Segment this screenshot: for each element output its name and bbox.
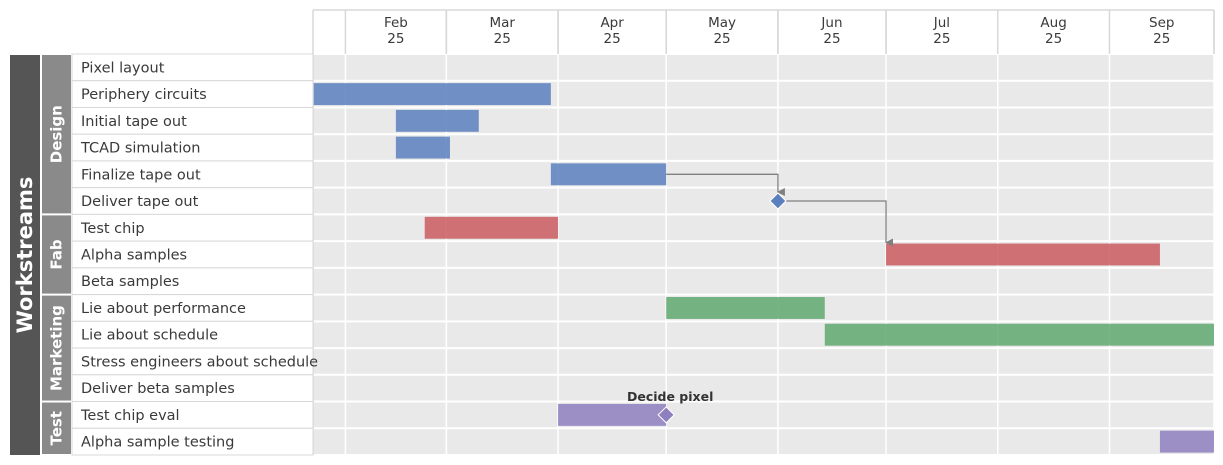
month-tick-label: Aug 25: [1040, 15, 1066, 47]
task-bar: [886, 243, 1160, 266]
task-label-cell: [71, 133, 314, 162]
task-bars: [313, 83, 1214, 453]
month-tick-line: Jun: [820, 15, 842, 31]
task-label-cell: [71, 374, 314, 403]
task-label-cell: [71, 53, 314, 82]
task-bar: [1159, 430, 1214, 453]
task-bar: [550, 163, 667, 186]
month-tick-line: 25: [823, 31, 840, 47]
task-bar: [666, 297, 825, 319]
task-label: Periphery circuits: [81, 87, 207, 103]
group-label-box: [42, 402, 71, 454]
milestones: Decide pixel: [627, 192, 787, 424]
row-lines: [313, 53, 1214, 456]
month-tick-line: Apr: [600, 15, 624, 31]
month-tick-label: Feb 25: [384, 15, 408, 47]
task-label-column: Pixel layout Periphery circuits Initial ta…: [71, 53, 318, 456]
task-label: Lie about performance: [81, 301, 246, 317]
month-tick-line: Mar: [489, 15, 515, 31]
task-label: Deliver tape out: [81, 194, 199, 210]
task-label-cell: [71, 80, 314, 108]
task-label-cell: [71, 427, 314, 456]
task-bar: [424, 216, 559, 239]
task-label: Deliver beta samples: [81, 381, 235, 397]
task-label-cell: [71, 106, 314, 135]
month-tick-line: Sep: [1149, 15, 1174, 31]
group-label: Design: [48, 105, 66, 163]
month-tick-line: 25: [1045, 31, 1062, 47]
group-label-box: [42, 55, 71, 214]
month-tick-label: Jun 25: [820, 15, 842, 47]
task-bar: [395, 109, 479, 132]
task-label: Initial tape out: [81, 114, 187, 130]
task-label: Lie about schedule: [81, 328, 218, 344]
task-label: Pixel layout: [81, 60, 165, 76]
task-label: TCAD simulation: [80, 141, 200, 157]
month-tick-label: Apr 25: [600, 15, 624, 47]
root-label-box: [10, 55, 40, 455]
root-label-column: Workstreams: [10, 55, 40, 455]
month-tick-line: 25: [604, 31, 621, 47]
task-label: Alpha sample testing: [81, 435, 234, 451]
dependency-arrow: [785, 200, 894, 247]
task-bar: [558, 403, 667, 426]
group-label: Marketing: [48, 305, 66, 391]
task-label-cell: [71, 213, 314, 242]
milestone-marker: [657, 406, 675, 424]
month-tick-line: May: [708, 15, 736, 31]
month-tick-line: Feb: [384, 15, 408, 31]
root-label: Workstreams: [13, 177, 37, 334]
month-tick-line: 25: [1153, 31, 1170, 47]
month-tick-line: 25: [713, 31, 730, 47]
dependency-arrows: [666, 173, 894, 247]
group-label: Test: [48, 411, 66, 446]
task-label: Test chip eval: [80, 408, 180, 424]
dependency-arrow: [666, 173, 785, 197]
task-label: Beta samples: [81, 274, 179, 290]
task-label: Test chip: [80, 221, 145, 237]
task-bar: [313, 83, 551, 106]
group-label-box: [42, 295, 71, 401]
month-tick-line: 25: [933, 31, 950, 47]
month-tick-line: 25: [387, 31, 404, 47]
month-tick-line: 25: [494, 31, 511, 47]
month-tick-label: Mar 25: [489, 15, 515, 47]
month-tick-line: Jul: [933, 15, 950, 31]
header-area: [313, 10, 1214, 54]
task-label-cell: [71, 240, 314, 269]
month-tick-label: Jul 25: [933, 15, 951, 47]
month-tick-label: Sep 25: [1149, 15, 1174, 47]
task-label: Finalize tape out: [81, 167, 201, 183]
group-label-column: Design Fab Marketing Test: [42, 55, 71, 454]
task-label: Stress engineers about schedule: [81, 354, 318, 370]
milestone-marker: [769, 192, 787, 210]
month-tick-label: May 25: [708, 15, 736, 47]
task-bar: [824, 323, 1214, 346]
task-label-cell: [71, 267, 314, 296]
milestone-annotation: Decide pixel: [627, 389, 713, 404]
group-label-box: [42, 215, 71, 294]
month-tick-line: Aug: [1040, 15, 1066, 31]
group-label: Fab: [48, 239, 66, 269]
task-label: Alpha samples: [81, 248, 187, 264]
task-bar: [395, 136, 450, 159]
